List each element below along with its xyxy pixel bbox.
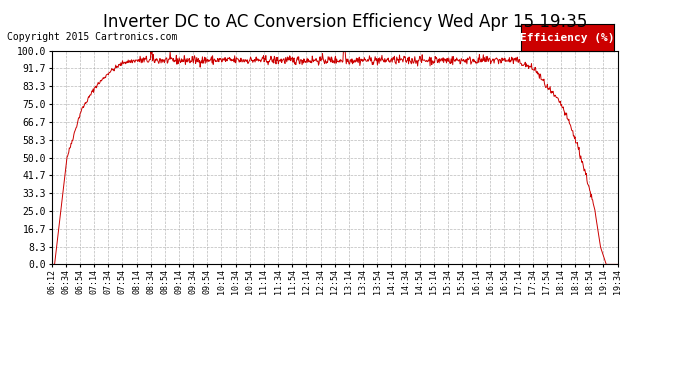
Text: Copyright 2015 Cartronics.com: Copyright 2015 Cartronics.com xyxy=(7,32,177,42)
Text: Inverter DC to AC Conversion Efficiency Wed Apr 15 19:35: Inverter DC to AC Conversion Efficiency … xyxy=(103,13,587,31)
Text: Efficiency (%): Efficiency (%) xyxy=(520,33,615,42)
